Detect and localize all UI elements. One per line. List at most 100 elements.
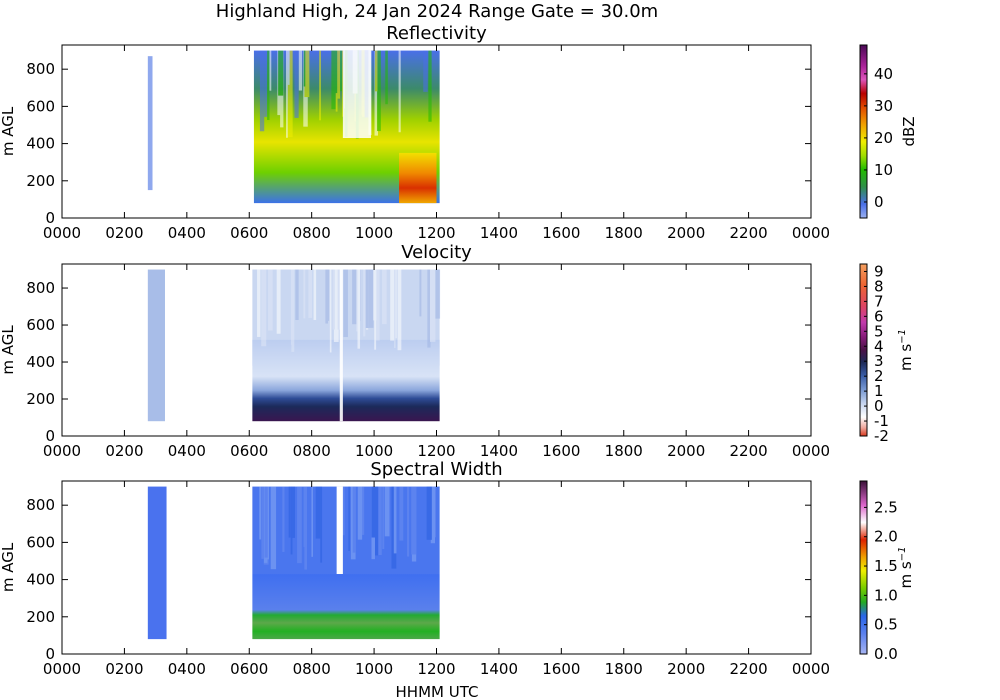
colorbar-label: m s−1 xyxy=(897,547,915,589)
echo-streak xyxy=(341,486,345,536)
x-tick-label: 0200 xyxy=(105,224,143,242)
echo-streak xyxy=(268,269,273,331)
y-axis-label: m AGL xyxy=(0,542,17,592)
echo-streak xyxy=(393,486,397,554)
echo-streak xyxy=(282,486,285,552)
echo-streak xyxy=(297,486,302,564)
echo-streak xyxy=(357,486,363,540)
echo-streak xyxy=(308,269,313,318)
x-tick-label: 1800 xyxy=(605,224,643,242)
echo-streak xyxy=(287,50,293,138)
echo-streak xyxy=(331,50,336,110)
colorbar-tick-label: 20 xyxy=(874,129,893,147)
echo-streak xyxy=(326,269,329,320)
echo-streak xyxy=(342,50,344,117)
echo-streak xyxy=(295,269,299,321)
echo-streak xyxy=(382,269,387,325)
y-tick-label: 600 xyxy=(26,97,55,115)
y-tick-label: 0 xyxy=(45,645,55,663)
colorbar-label: dBZ xyxy=(900,116,918,146)
data-region xyxy=(147,56,153,191)
echo-streak xyxy=(334,50,339,94)
echo-streak xyxy=(303,269,306,319)
echo-streak xyxy=(363,269,366,337)
colorbar-tick-label: 2 xyxy=(874,367,884,385)
echo-streak xyxy=(374,486,379,556)
x-tick-label: 0600 xyxy=(230,224,268,242)
colorbar: 0 10 20 30 40 dBZ xyxy=(859,44,918,219)
colorbar-tick-label: 5 xyxy=(874,322,884,340)
echo-streak xyxy=(311,486,314,557)
panel-title: Velocity xyxy=(401,242,472,263)
x-tick-label: 1200 xyxy=(417,660,455,678)
echo-streak xyxy=(352,269,357,325)
colorbar-tick-label: 8 xyxy=(874,277,884,295)
x-tick-label: 0600 xyxy=(230,442,268,460)
y-tick-label: 200 xyxy=(26,608,55,626)
data-region xyxy=(147,269,165,422)
x-tick-label: 2200 xyxy=(729,224,767,242)
colorbar-tick-label: 7 xyxy=(874,292,884,310)
colorbar-tick-label: 2.0 xyxy=(874,528,898,546)
echo-streak xyxy=(430,269,436,342)
y-tick-label: 800 xyxy=(26,496,55,514)
echo-streak xyxy=(399,486,404,541)
x-tick-label: 2000 xyxy=(667,442,705,460)
echo-streak xyxy=(278,50,284,96)
echo-streak xyxy=(259,486,262,540)
x-tick-label: 1000 xyxy=(355,442,393,460)
echo-streak xyxy=(267,50,270,121)
data-region xyxy=(399,152,437,204)
colorbar: 0.0 0.5 1.0 1.5 2.0 2.5 m s−1 xyxy=(859,480,915,663)
echo-streak xyxy=(426,486,432,540)
echo-streak xyxy=(320,486,323,563)
colorbar-tick-label: 30 xyxy=(874,97,893,115)
x-tick-label: 0200 xyxy=(105,660,143,678)
echo-streak xyxy=(313,269,317,320)
x-tick-label: 0000 xyxy=(792,442,830,460)
x-tick-label: 0400 xyxy=(168,660,206,678)
echo-streak xyxy=(276,269,281,334)
x-tick-label: 1400 xyxy=(480,224,518,242)
echo-streak xyxy=(384,486,390,537)
x-tick-label: 0000 xyxy=(43,660,81,678)
y-tick-label: 800 xyxy=(26,279,55,297)
echo-streak xyxy=(264,486,268,558)
echo-streak xyxy=(378,486,382,556)
colorbar-tick-label: 4 xyxy=(874,337,884,355)
echo-streak xyxy=(394,269,397,339)
x-tick-label: 1800 xyxy=(605,442,643,460)
echo-streak xyxy=(423,50,428,92)
data-region xyxy=(147,486,167,640)
x-tick-label: 0400 xyxy=(168,224,206,242)
echo-streak xyxy=(257,269,261,337)
echo-streak xyxy=(382,486,385,549)
echo-streak xyxy=(288,486,291,538)
x-tick-label: 0000 xyxy=(43,224,81,242)
panel-title: Spectral Width xyxy=(370,459,502,480)
y-tick-label: 200 xyxy=(26,172,55,190)
x-tick-label: 1600 xyxy=(542,224,580,242)
colorbar-tick-label: 40 xyxy=(874,65,893,83)
echo-streak xyxy=(419,269,422,317)
echo-streak xyxy=(291,486,296,538)
echo-streak xyxy=(348,486,350,551)
y-tick-label: 400 xyxy=(26,571,55,589)
echo-streak xyxy=(398,50,401,133)
x-tick-label: 0600 xyxy=(230,660,268,678)
colorbar-tick-label: -1 xyxy=(874,412,889,430)
y-tick-label: 600 xyxy=(26,533,55,551)
colorbar-tick-label: -2 xyxy=(874,427,889,445)
x-tick-label: 0200 xyxy=(105,442,143,460)
echo-streak xyxy=(286,50,288,138)
echo-streak xyxy=(390,269,396,341)
colorbar-scale xyxy=(859,263,868,437)
echo-texture xyxy=(259,486,436,570)
echo-streak xyxy=(394,269,396,348)
colorbar-scale xyxy=(859,44,868,219)
